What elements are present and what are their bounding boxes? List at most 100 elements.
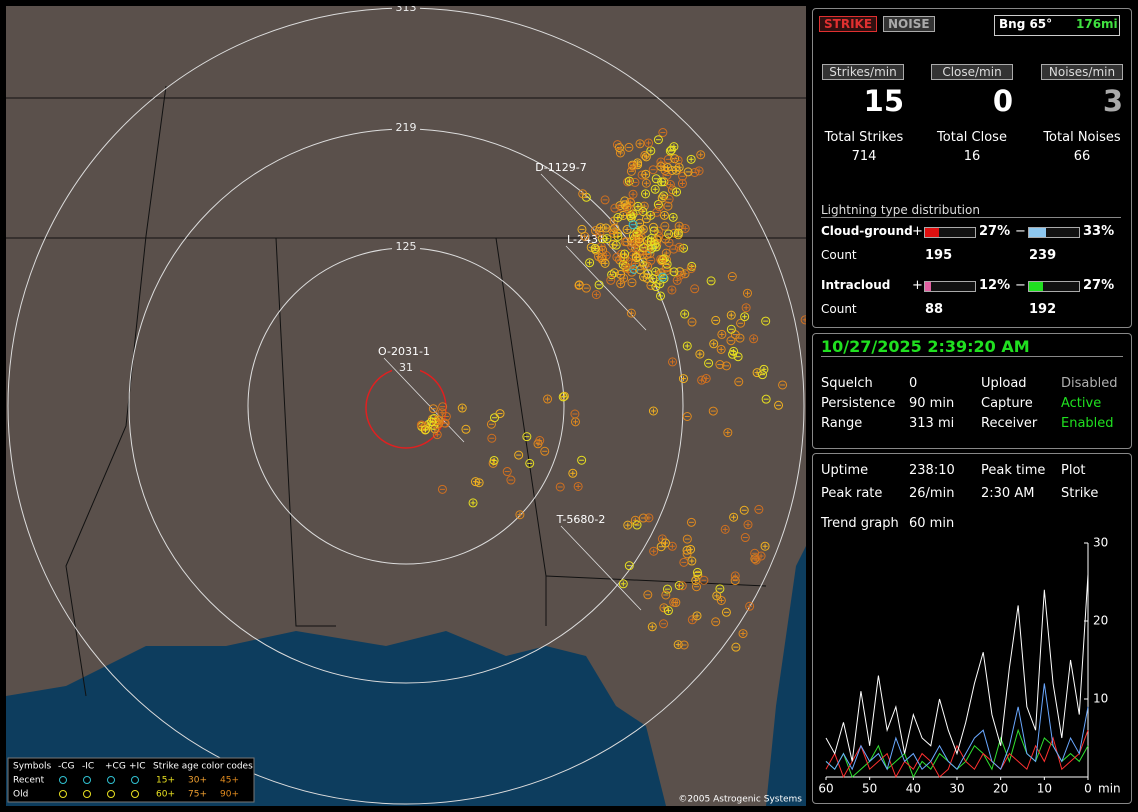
- border: [65, 85, 167, 697]
- legend-header: -CG: [58, 762, 75, 772]
- legend-symbol: [131, 790, 139, 798]
- strike-symbol: [701, 373, 711, 383]
- status-text: 313 mi: [909, 416, 955, 431]
- strike-symbol: [752, 368, 762, 378]
- legend-row: Recent: [13, 776, 45, 786]
- strike-symbol: [672, 187, 682, 197]
- status-text: Range: [821, 416, 863, 431]
- strike-symbol: [742, 288, 752, 298]
- strike-symbol: [671, 165, 681, 175]
- strike-symbol: [686, 517, 696, 527]
- trend-value: 60 min: [909, 516, 955, 531]
- x-unit: min: [1098, 782, 1121, 796]
- legend-symbol: [107, 776, 115, 784]
- y-tick-label: 20: [1093, 614, 1108, 628]
- strike-symbol: [591, 290, 601, 300]
- strike-symbol: [438, 402, 448, 412]
- bar-fill: [1029, 282, 1043, 291]
- strike-symbol: [596, 223, 606, 233]
- strike-symbol: [624, 561, 634, 571]
- mode-button[interactable]: NOISE: [883, 16, 935, 32]
- strike-symbol: [619, 273, 629, 283]
- strike-symbol: [622, 202, 632, 212]
- strike-symbol: [631, 252, 641, 262]
- strike-symbol: [522, 432, 532, 442]
- legend-symbol: [59, 776, 67, 784]
- strike-symbol: [778, 380, 788, 390]
- strike-symbol: [657, 177, 667, 187]
- strike-symbol: [740, 533, 750, 543]
- strike-symbol: [570, 417, 580, 427]
- status-text: Upload: [981, 376, 1027, 391]
- station-bearing: [383, 357, 465, 443]
- strike-symbol: [623, 520, 633, 530]
- strike-symbol: [594, 280, 604, 290]
- strike-symbol: [638, 224, 648, 234]
- mode-button[interactable]: STRIKE: [819, 16, 878, 32]
- legend-symbols: Symbols: [13, 762, 52, 772]
- strike-symbol: [648, 274, 658, 284]
- strike-symbol: [704, 358, 714, 368]
- strike-symbol: [626, 259, 636, 269]
- count: 88: [925, 302, 944, 317]
- legend-age: 15+: [156, 776, 175, 786]
- legend-symbol: [83, 790, 91, 798]
- strike-symbol: [641, 214, 651, 224]
- strike-symbol: [641, 169, 651, 179]
- strike-symbol: [628, 209, 638, 219]
- range-label: 125: [396, 240, 417, 253]
- strike-symbol: [668, 357, 678, 367]
- strike-symbol: [751, 555, 761, 565]
- rate-value: 0: [992, 84, 1013, 118]
- strike-symbol: [741, 303, 751, 313]
- strike-symbol: [635, 139, 645, 149]
- strike-symbol: [682, 534, 692, 544]
- map: 313 219 125 31 D-1129-7 L-2431 O-2031-1 T-5680-…: [6, 6, 806, 806]
- legend-age: 45+: [220, 776, 239, 786]
- strike-symbol: [540, 446, 550, 456]
- strike-symbol: [709, 339, 719, 349]
- count: 192: [1029, 302, 1057, 317]
- strike-symbol: [614, 143, 624, 153]
- strike-symbol: [648, 165, 658, 175]
- strike-symbol: [716, 595, 726, 605]
- count: 195: [925, 248, 953, 263]
- bar-track: [924, 227, 976, 238]
- strike-symbol: [653, 135, 663, 145]
- strike-symbol: [611, 240, 621, 250]
- station-label: O-2031-1: [378, 345, 430, 358]
- legend-header: +IC: [129, 762, 145, 772]
- strike-symbol: [686, 154, 696, 164]
- strike-symbol: [641, 189, 651, 199]
- trend-panel: [812, 453, 1132, 804]
- strike-symbol: [669, 267, 679, 277]
- legend-symbol: [83, 776, 91, 784]
- strike-symbol: [641, 152, 651, 162]
- rate-label: Strikes/min: [822, 64, 904, 80]
- strike-symbol: [661, 590, 671, 600]
- strike-symbol: [692, 611, 702, 621]
- legend-age-title: Strike age color codes: [153, 762, 253, 772]
- distance: 176mi: [1076, 17, 1118, 31]
- strike-symbol: [726, 310, 736, 320]
- strike-symbol: [677, 581, 687, 591]
- strike-symbol: [432, 430, 442, 440]
- type-name: Cloud-ground: [821, 224, 913, 238]
- strike-symbol: [734, 377, 744, 387]
- strike-symbol: [668, 212, 678, 222]
- strike-symbol: [697, 375, 707, 385]
- strike-symbol: [715, 360, 725, 370]
- strike-symbol: [620, 249, 630, 259]
- strike-symbol: [661, 538, 671, 548]
- strike-symbol: [615, 201, 625, 211]
- range-label-bg: [392, 6, 420, 14]
- count: 239: [1029, 248, 1057, 263]
- strike-symbol: [662, 265, 672, 275]
- status-text: Persistence: [821, 396, 896, 411]
- strike-symbol: [624, 204, 634, 214]
- strike-symbol: [736, 318, 746, 328]
- strike-symbol: [628, 220, 638, 230]
- strike-symbol: [590, 243, 600, 253]
- strike-symbol: [649, 546, 659, 556]
- strike-symbol: [665, 180, 675, 190]
